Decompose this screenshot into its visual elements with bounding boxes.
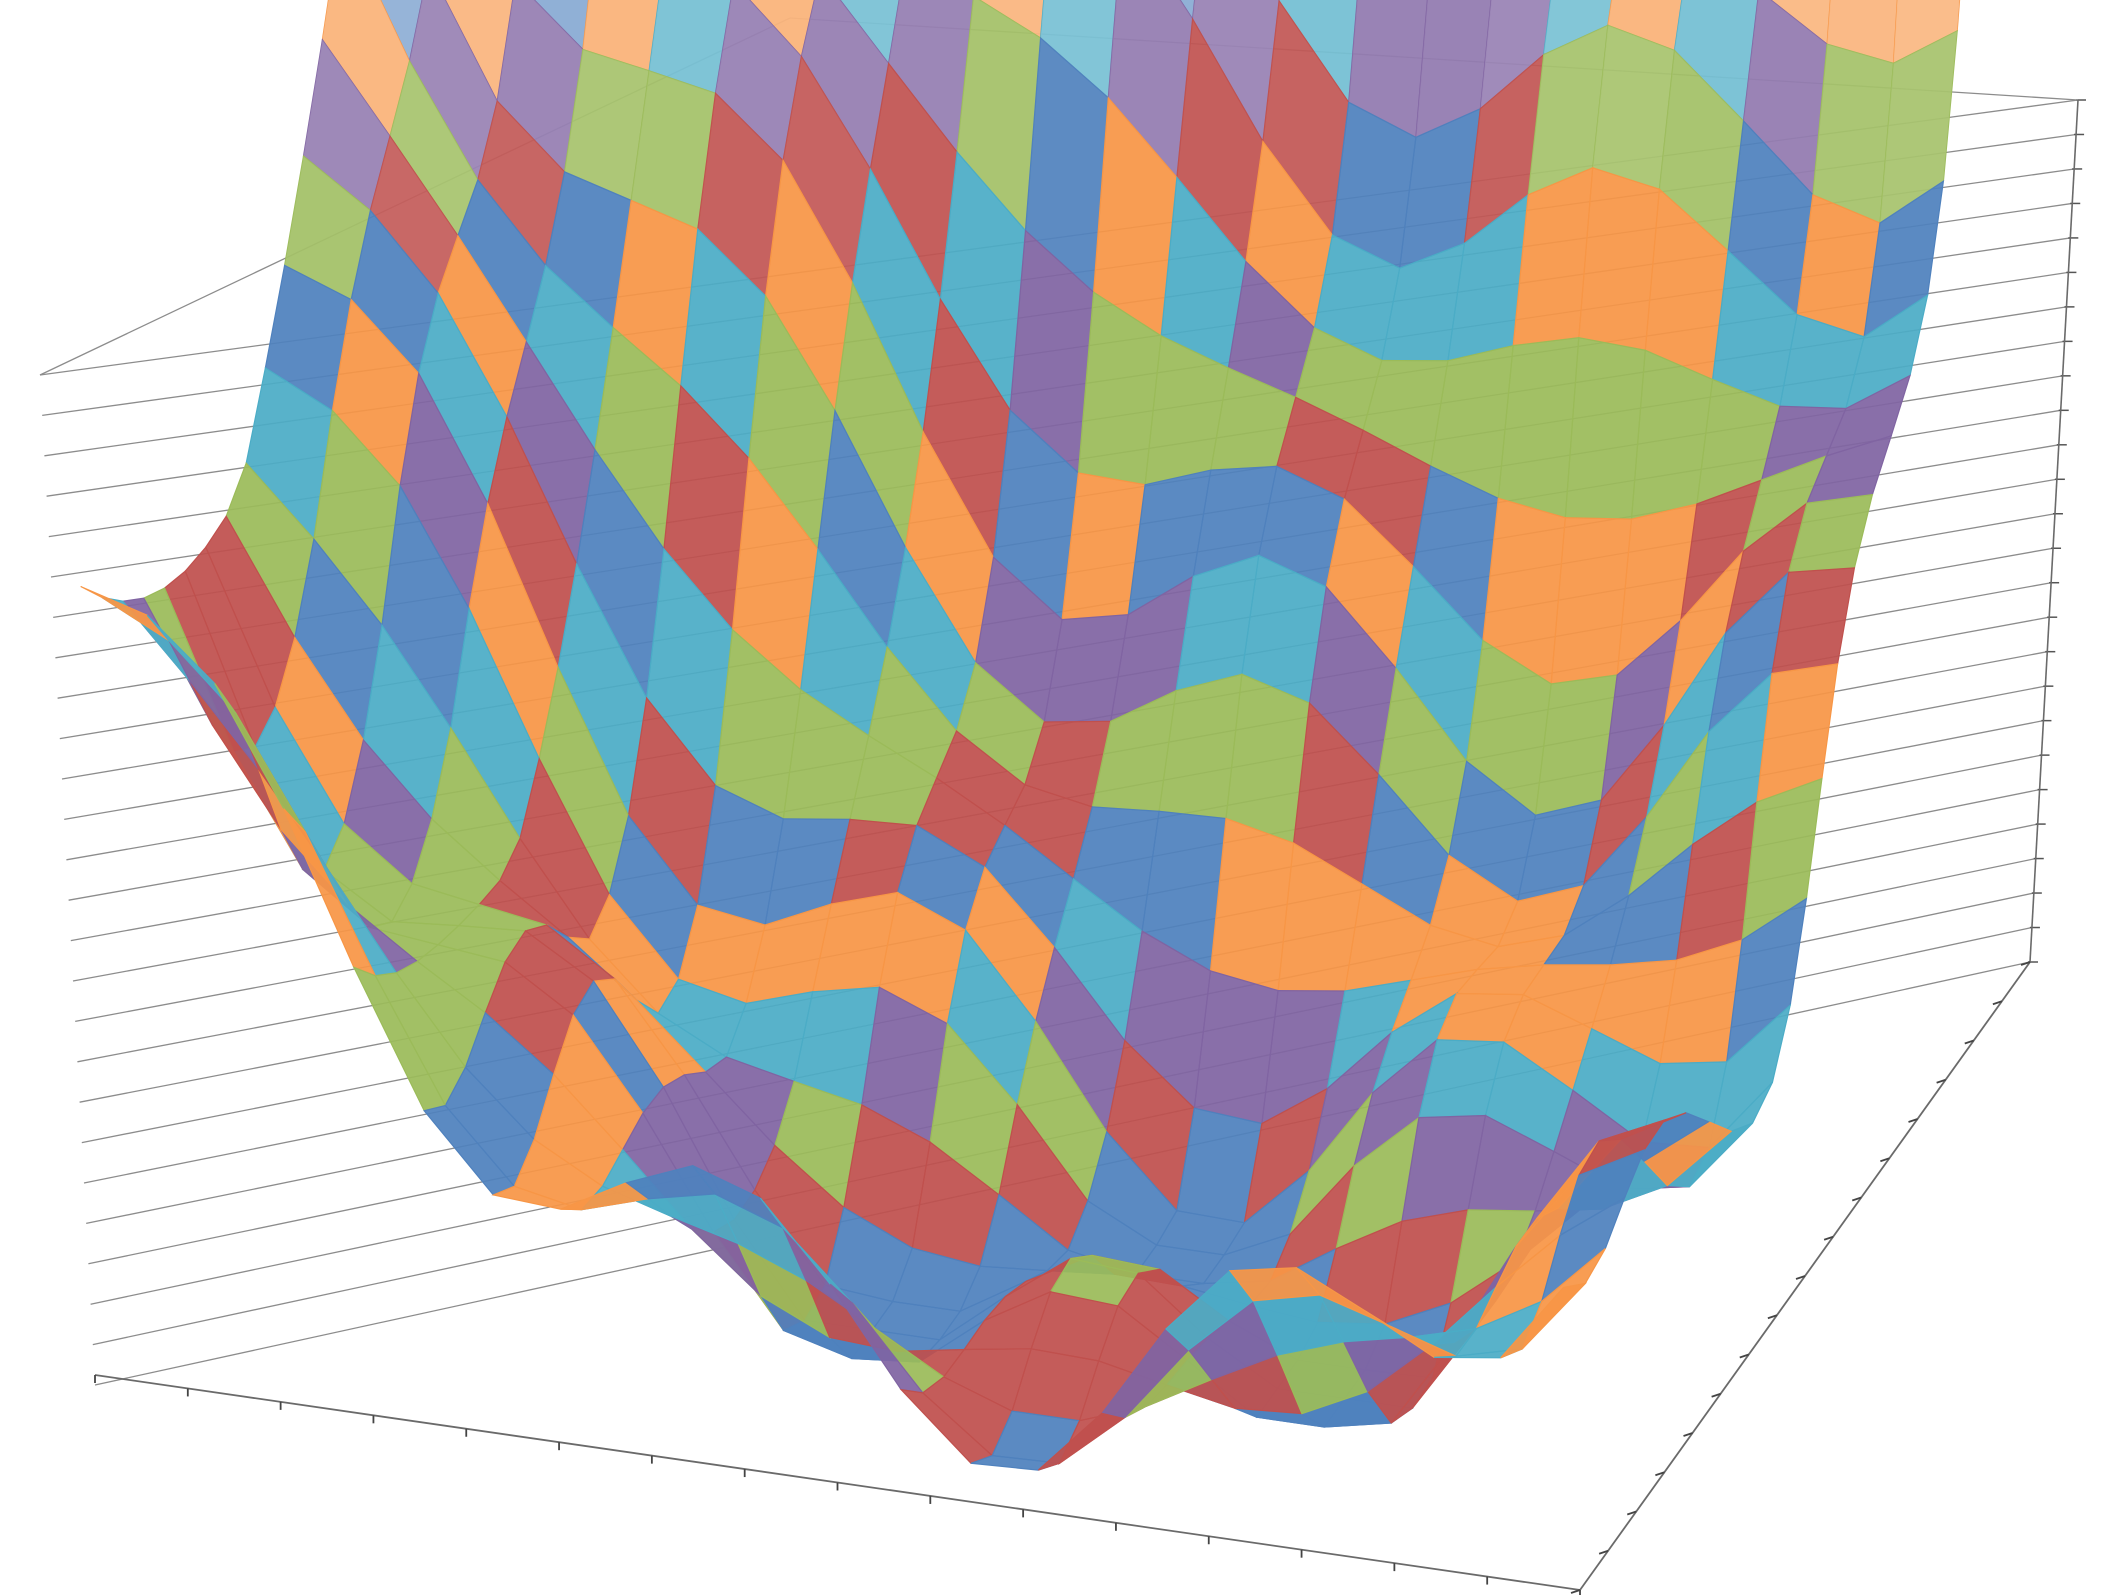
y-axis-tick (1823, 1235, 1834, 1241)
y-axis-tick (1908, 1118, 1918, 1123)
surface-highlight (1348, 0, 1428, 138)
y-axis-tick (1655, 1471, 1665, 1477)
y-axis-tick (1626, 1510, 1637, 1516)
surface-highlight (957, 0, 1041, 231)
surface-highlight (582, 0, 659, 71)
surface-highlight (1659, 50, 1744, 251)
surface-highlight (370, 136, 458, 294)
surface-highlight (888, 0, 974, 153)
y-axis-tick (1936, 1078, 1946, 1084)
surface-highlight (390, 61, 478, 236)
surface-highlight (409, 0, 498, 180)
surface-highlight (1880, 30, 1958, 224)
y-axis-tick (1880, 1157, 1890, 1163)
y-axis-tick (1570, 1589, 1581, 1594)
surface-highlight (322, 0, 410, 137)
surface-highlight (1040, 0, 1117, 98)
surface-highlight (1812, 44, 1894, 223)
y-axis-tick (1598, 1549, 1609, 1555)
surface-cell (1500, 1282, 1588, 1359)
surface-highlight (1279, 0, 1358, 103)
y-axis-tick (1795, 1275, 1806, 1280)
surface-highlight (445, 0, 513, 102)
surface-highlight (840, 0, 900, 64)
surface-highlight (284, 156, 371, 300)
surface-highlight (801, 0, 889, 170)
surface-highlight (749, 0, 815, 57)
z-axis-line (2029, 99, 2079, 963)
surface-highlight (303, 39, 390, 211)
surface-highlight (697, 93, 784, 296)
surface-highlight (564, 49, 650, 201)
surface-highlight (1893, 0, 1960, 64)
surface-highlight (1192, 0, 1280, 142)
surface-highlight (380, 0, 423, 62)
surface-highlight (1592, 25, 1675, 190)
surface-highlight (1262, 0, 1349, 236)
y-axis-tick (1851, 1196, 1862, 1202)
y-axis-tick (1739, 1353, 1750, 1359)
surface-highlight (497, 0, 583, 172)
surface-highlight (1743, 0, 1828, 195)
surface-highlight (1543, 0, 1612, 55)
surface-highlight (1607, 0, 1682, 51)
surface-highlight (649, 0, 731, 94)
surface-mesh (80, 0, 1961, 1471)
y-axis-tick (1767, 1314, 1778, 1320)
y-axis-tick (1964, 1039, 1975, 1045)
surface-highlight (1528, 25, 1608, 195)
y-axis-tick (1992, 1000, 2003, 1006)
y-axis-tick (1711, 1392, 1721, 1398)
surface-highlight (1480, 0, 1551, 109)
surface-highlight (715, 0, 802, 161)
y-axis-tick (2020, 961, 2031, 966)
surface-highlight (1827, 0, 1898, 64)
surface-highlight (534, 0, 589, 50)
surface-highlight (477, 101, 565, 266)
surface-highlight (1674, 0, 1758, 121)
surface-highlight (1415, 0, 1492, 138)
surface-highlight (631, 70, 716, 230)
surface-highlight (1108, 0, 1193, 178)
floor-axes (94, 961, 2031, 1595)
surface-highlight (783, 56, 871, 283)
y-axis-tick (1683, 1432, 1693, 1437)
